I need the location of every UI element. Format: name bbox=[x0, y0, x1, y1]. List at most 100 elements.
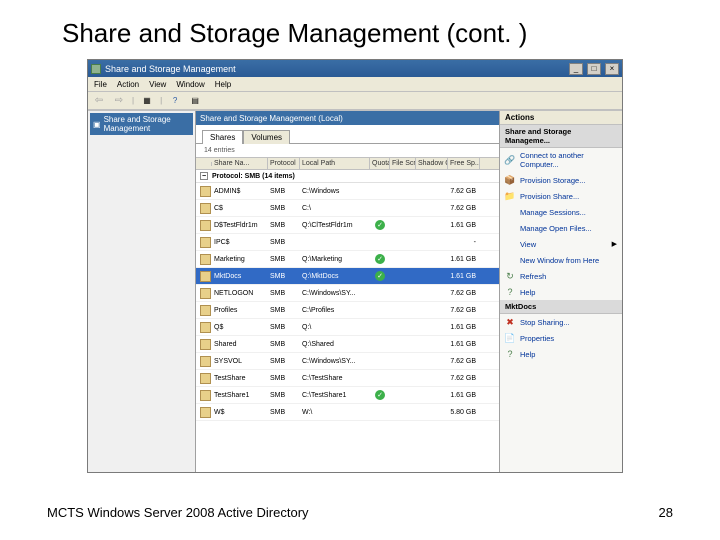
cell-sharename: Profiles bbox=[212, 306, 268, 315]
list-icon: ▤ bbox=[191, 96, 199, 105]
tree-root[interactable]: ▣ Share and Storage Management bbox=[90, 113, 193, 135]
col-freespace[interactable]: Free Sp... bbox=[448, 158, 480, 169]
share-folder-icon bbox=[200, 356, 211, 367]
toolbar-button[interactable]: ▦ bbox=[140, 94, 154, 108]
quota-ok-icon: ✓ bbox=[375, 254, 385, 264]
action-item[interactable]: 📄Properties bbox=[500, 330, 622, 346]
action-item[interactable]: ✖Stop Sharing... bbox=[500, 314, 622, 330]
menu-help[interactable]: Help bbox=[215, 80, 231, 89]
cell-filescreen bbox=[390, 258, 416, 260]
help-button[interactable]: ? bbox=[168, 94, 182, 108]
col-protocol[interactable]: Protocol bbox=[268, 158, 300, 169]
actions-header: Actions bbox=[500, 111, 622, 125]
toolbar-button[interactable]: ▤ bbox=[188, 94, 202, 108]
collapse-icon[interactable]: − bbox=[200, 172, 208, 180]
table-row[interactable]: MarketingSMBQ:\Marketing✓1.61 GB bbox=[196, 251, 499, 268]
table-row[interactable]: ADMIN$SMBC:\Windows7.62 GB bbox=[196, 183, 499, 200]
app-icon bbox=[91, 64, 101, 74]
action-label: Help bbox=[520, 350, 535, 359]
cell-filescreen bbox=[390, 394, 416, 396]
share-folder-icon bbox=[200, 271, 211, 282]
forward-button[interactable]: ⇨ bbox=[112, 94, 126, 108]
cell-quota: ✓ bbox=[370, 270, 390, 282]
cell-quota: ✓ bbox=[370, 389, 390, 401]
cell-shadow bbox=[416, 275, 448, 277]
col-sharename[interactable]: Share Na... bbox=[212, 158, 268, 169]
cell-protocol: SMB bbox=[268, 374, 300, 383]
tree-root-icon: ▣ bbox=[93, 120, 101, 129]
col-filescreen[interactable]: File Scr... bbox=[390, 158, 416, 169]
col-shadow[interactable]: Shadow Co... bbox=[416, 158, 448, 169]
col-localpath[interactable]: Local Path bbox=[300, 158, 370, 169]
col-icon[interactable] bbox=[196, 162, 212, 166]
cell-freespace: 7.62 GB bbox=[448, 306, 480, 315]
tree-pane: ▣ Share and Storage Management bbox=[88, 111, 196, 472]
action-label: View bbox=[520, 240, 536, 249]
close-button[interactable]: × bbox=[605, 63, 619, 75]
share-folder-icon bbox=[200, 288, 211, 299]
action-label: Stop Sharing... bbox=[520, 318, 570, 327]
action-item[interactable]: 📁Provision Share... bbox=[500, 188, 622, 204]
maximize-button[interactable]: □ bbox=[587, 63, 601, 75]
cell-sharename: W$ bbox=[212, 408, 268, 417]
cell-localpath: Q:\ClTestFldr1m bbox=[300, 221, 370, 230]
action-icon: 🔗 bbox=[505, 155, 515, 165]
action-item[interactable]: 📦Provision Storage... bbox=[500, 172, 622, 188]
cell-quota bbox=[370, 292, 390, 294]
table-row[interactable]: Q$SMBQ:\1.61 GB bbox=[196, 319, 499, 336]
col-quota[interactable]: Quota bbox=[370, 158, 390, 169]
table-row[interactable]: D$TestFldr1mSMBQ:\ClTestFldr1m✓1.61 GB bbox=[196, 217, 499, 234]
action-item[interactable]: New Window from Here bbox=[500, 252, 622, 268]
back-arrow-icon: ⇦ bbox=[95, 95, 103, 106]
cell-protocol: SMB bbox=[268, 187, 300, 196]
tab-volumes[interactable]: Volumes bbox=[243, 130, 290, 144]
cell-quota bbox=[370, 207, 390, 209]
table-row[interactable]: SharedSMBQ:\Shared1.61 GB bbox=[196, 336, 499, 353]
cell-localpath bbox=[300, 241, 370, 243]
table-row[interactable]: SYSVOLSMBC:\Windows\SY...7.62 GB bbox=[196, 353, 499, 370]
action-item[interactable]: ↻Refresh bbox=[500, 268, 622, 284]
slide-title: Share and Storage Management (cont. ) bbox=[0, 0, 720, 49]
cell-quota: ✓ bbox=[370, 253, 390, 265]
action-item[interactable]: ?Help bbox=[500, 284, 622, 300]
cell-protocol: SMB bbox=[268, 204, 300, 213]
cell-localpath: C:\ bbox=[300, 204, 370, 213]
menu-view[interactable]: View bbox=[149, 80, 166, 89]
menubar: File Action View Window Help bbox=[88, 77, 622, 92]
tab-shares[interactable]: Shares bbox=[202, 130, 243, 144]
menu-window[interactable]: Window bbox=[176, 80, 204, 89]
table-row[interactable]: IPC$SMB- bbox=[196, 234, 499, 251]
action-item[interactable]: View▶ bbox=[500, 236, 622, 252]
cell-filescreen bbox=[390, 292, 416, 294]
share-folder-icon bbox=[200, 203, 211, 214]
action-item[interactable]: Manage Open Files... bbox=[500, 220, 622, 236]
group-row[interactable]: − Protocol: SMB (14 items) bbox=[196, 170, 499, 183]
quota-ok-icon: ✓ bbox=[375, 271, 385, 281]
menu-action[interactable]: Action bbox=[117, 80, 139, 89]
table-row[interactable]: ProfilesSMBC:\Profiles7.62 GB bbox=[196, 302, 499, 319]
minimize-button[interactable]: _ bbox=[569, 63, 583, 75]
action-item[interactable]: 🔗Connect to another Computer... bbox=[500, 148, 622, 172]
table-row[interactable]: TestShare1SMBC:\TestShare1✓1.61 GB bbox=[196, 387, 499, 404]
cell-quota bbox=[370, 411, 390, 413]
cell-localpath: W:\ bbox=[300, 408, 370, 417]
menu-file[interactable]: File bbox=[94, 80, 107, 89]
cell-localpath: C:\Profiles bbox=[300, 306, 370, 315]
action-icon: ↻ bbox=[505, 271, 515, 281]
cell-freespace: 1.61 GB bbox=[448, 391, 480, 400]
toolbar-separator: | bbox=[160, 96, 162, 105]
table-row[interactable]: C$SMBC:\7.62 GB bbox=[196, 200, 499, 217]
action-item[interactable]: Manage Sessions... bbox=[500, 204, 622, 220]
action-item[interactable]: ?Help bbox=[500, 346, 622, 362]
cell-localpath: C:\TestShare bbox=[300, 374, 370, 383]
table-row[interactable]: TestShareSMBC:\TestShare7.62 GB bbox=[196, 370, 499, 387]
cell-shadow bbox=[416, 190, 448, 192]
table-row[interactable]: W$SMBW:\5.80 GB bbox=[196, 404, 499, 421]
toolbar: ⇦ ⇨ | ▦ | ? ▤ bbox=[88, 92, 622, 110]
table-row[interactable]: MktDocsSMBQ:\MktDocs✓1.61 GB bbox=[196, 268, 499, 285]
grid-body: ADMIN$SMBC:\Windows7.62 GBC$SMBC:\7.62 G… bbox=[196, 183, 499, 421]
table-row[interactable]: NETLOGONSMBC:\Windows\SY...7.62 GB bbox=[196, 285, 499, 302]
back-button[interactable]: ⇦ bbox=[92, 94, 106, 108]
cell-sharename: TestShare1 bbox=[212, 391, 268, 400]
cell-shadow bbox=[416, 411, 448, 413]
